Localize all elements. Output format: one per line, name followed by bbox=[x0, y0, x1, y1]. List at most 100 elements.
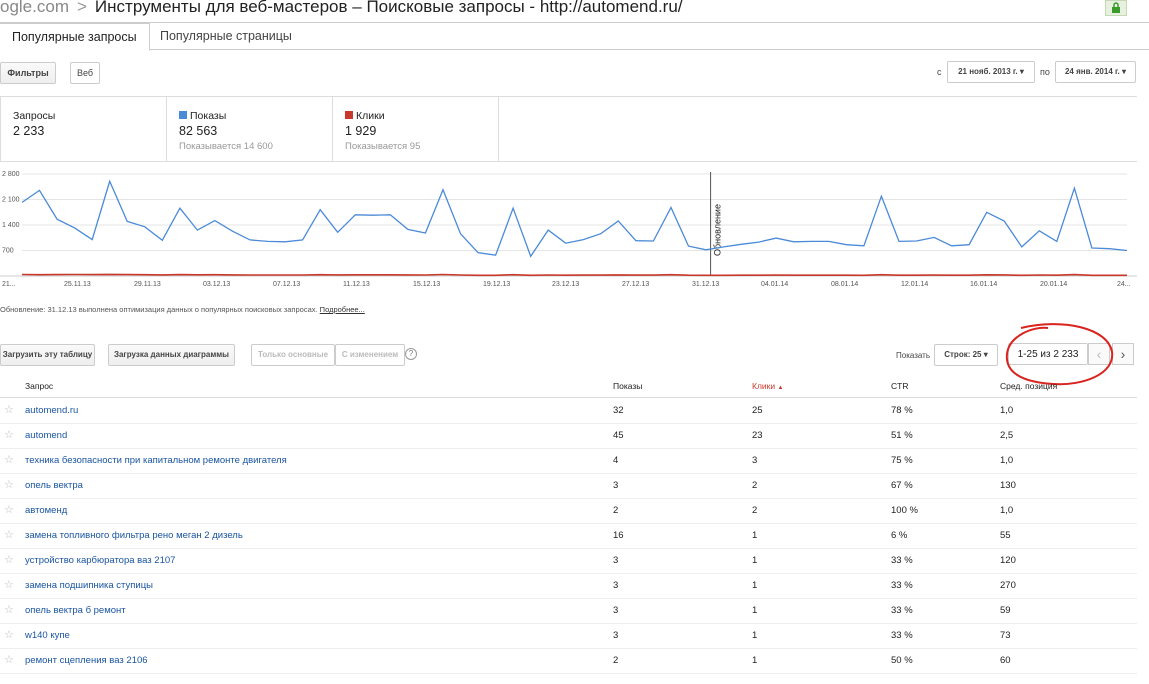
table-row: ☆ ремонт сцепления ваз 2106 2 1 50 % 60 bbox=[0, 648, 1137, 674]
clicks-cell: 1 bbox=[752, 530, 758, 541]
query-cell[interactable]: замена подшипника ступицы bbox=[25, 580, 153, 591]
table-row: ☆ опель вектра б ремонт 3 1 33 % 59 bbox=[0, 598, 1137, 624]
table-row: ☆ устройство карбюратора ваз 2107 3 1 33 % 12… bbox=[0, 548, 1137, 574]
tab-popular-queries[interactable]: Популярные запросы bbox=[0, 23, 150, 51]
star-icon[interactable]: ☆ bbox=[4, 554, 14, 566]
download-table-button[interactable]: Загрузить эту таблицу bbox=[0, 344, 95, 366]
queries-value: 2 233 bbox=[13, 124, 45, 138]
impressions-cell: 16 bbox=[613, 530, 624, 541]
clicks-cell: 2 bbox=[752, 505, 758, 516]
query-cell[interactable]: техника безопасности при капитальном рем… bbox=[25, 455, 287, 466]
summary-panel: Запросы 2 233 Показы 82 563 Показывается… bbox=[0, 96, 1137, 162]
table-row: ☆ замена подшипника ступицы 3 1 33 % 270 bbox=[0, 573, 1137, 599]
only-main-toggle[interactable]: Только основные bbox=[251, 344, 335, 366]
x-tick-label: 23.12.13 bbox=[552, 281, 579, 288]
star-icon[interactable]: ☆ bbox=[4, 654, 14, 666]
lock-icon[interactable] bbox=[1105, 0, 1127, 16]
col-header-avg-position[interactable]: Сред. позиция bbox=[1000, 381, 1058, 391]
query-cell[interactable]: опель вектра bbox=[25, 480, 83, 491]
query-cell[interactable]: ремонт сцепления ваз 2106 bbox=[25, 655, 148, 666]
query-cell[interactable]: замена топливного фильтра рено меган 2 д… bbox=[25, 530, 243, 541]
table-row: ☆ automend.ru 32 25 78 % 1,0 bbox=[0, 398, 1137, 424]
ctr-cell: 33 % bbox=[891, 605, 913, 616]
impressions-cell: 3 bbox=[613, 555, 619, 566]
summary-impressions[interactable]: Показы 82 563 Показывается 14 600 bbox=[167, 97, 333, 161]
star-icon[interactable]: ☆ bbox=[4, 629, 14, 641]
divider bbox=[0, 22, 1149, 23]
query-cell[interactable]: automend bbox=[25, 430, 68, 441]
update-note-text: Обновление: 31.12.13 выполнена оптимизац… bbox=[0, 305, 318, 314]
clicks-cell: 3 bbox=[752, 455, 758, 466]
x-tick-label: 27.12.13 bbox=[622, 281, 649, 288]
impressions-cell: 32 bbox=[613, 405, 624, 416]
query-cell[interactable]: опель вектра б ремонт bbox=[25, 605, 126, 616]
ctr-cell: 33 % bbox=[891, 580, 913, 591]
ctr-cell: 51 % bbox=[891, 430, 913, 441]
series-line-clicks[interactable] bbox=[21, 273, 1127, 277]
queries-label: Запросы bbox=[13, 110, 56, 122]
page-title: Инструменты для веб-мастеров – Поисковые… bbox=[94, 0, 683, 16]
y-tick-label: 2 800 bbox=[2, 171, 20, 178]
star-icon[interactable]: ☆ bbox=[4, 504, 14, 516]
rows-per-page-select[interactable]: Строк: 25 ▾ bbox=[934, 344, 998, 366]
clicks-cell: 2 bbox=[752, 480, 758, 491]
chevron-down-icon: ▾ bbox=[983, 350, 988, 359]
avg-position-cell: 130 bbox=[1000, 480, 1016, 491]
impressions-color-swatch bbox=[179, 111, 187, 119]
col-header-clicks[interactable]: Клики ▲ bbox=[752, 381, 783, 391]
query-cell[interactable]: w140 купе bbox=[25, 630, 70, 641]
table-row: ☆ automend 45 23 51 % 2,5 bbox=[0, 423, 1137, 449]
col-header-impressions[interactable]: Показы bbox=[613, 381, 643, 391]
table-row: ☆ техника безопасности при капитальном ре… bbox=[0, 448, 1137, 474]
to-date-picker[interactable]: 24 янв. 2014 г. ▾ bbox=[1055, 61, 1136, 83]
query-cell[interactable]: устройство карбюратора ваз 2107 bbox=[25, 555, 176, 566]
avg-position-cell: 73 bbox=[1000, 630, 1011, 641]
rows-per-page-value: Строк: 25 bbox=[944, 350, 982, 359]
prev-page-button[interactable]: ‹ bbox=[1088, 343, 1110, 365]
clicks-cell: 1 bbox=[752, 655, 758, 666]
clicks-sub: Показывается 95 bbox=[345, 141, 421, 152]
download-chart-data-button[interactable]: Загрузка данных диаграммы bbox=[108, 344, 235, 366]
with-changes-toggle[interactable]: С изменением bbox=[335, 344, 405, 366]
filters-button[interactable]: Фильтры bbox=[0, 62, 56, 84]
col-header-ctr[interactable]: CTR bbox=[891, 381, 909, 391]
star-icon[interactable]: ☆ bbox=[4, 529, 14, 541]
x-tick-label: 20.01.14 bbox=[1040, 281, 1067, 288]
ctr-cell: 67 % bbox=[891, 480, 913, 491]
breadcrumb-separator: > bbox=[76, 0, 87, 16]
avg-position-cell: 1,0 bbox=[1000, 505, 1014, 516]
x-tick-label: 12.01.14 bbox=[901, 281, 928, 288]
col-header-query[interactable]: Запрос bbox=[25, 381, 54, 391]
impressions-value: 82 563 bbox=[179, 124, 218, 138]
performance-chart[interactable]: 2 800 2 100 1 400 700 21... 25.11.13 29.11.13 0… bbox=[0, 166, 1149, 296]
x-tick-label: 21... bbox=[2, 281, 16, 288]
star-icon[interactable]: ☆ bbox=[4, 604, 14, 616]
tab-popular-pages[interactable]: Популярные страницы bbox=[160, 29, 292, 43]
star-icon[interactable]: ☆ bbox=[4, 429, 14, 441]
ctr-cell: 78 % bbox=[891, 405, 913, 416]
x-tick-label: 25.11.13 bbox=[64, 281, 91, 288]
chevron-left-icon: ‹ bbox=[1096, 346, 1102, 362]
series-line-impressions[interactable] bbox=[21, 179, 1128, 258]
star-icon[interactable]: ☆ bbox=[4, 479, 14, 491]
query-cell[interactable]: автоменд bbox=[25, 505, 68, 516]
web-filter-button[interactable]: Веб bbox=[70, 62, 100, 84]
summary-clicks[interactable]: Клики 1 929 Показывается 95 bbox=[333, 97, 499, 161]
star-icon[interactable]: ☆ bbox=[4, 404, 14, 416]
avg-position-cell: 1,0 bbox=[1000, 405, 1014, 416]
y-tick-label: 2 100 bbox=[2, 197, 20, 204]
star-icon[interactable]: ☆ bbox=[4, 454, 14, 466]
query-cell[interactable]: automend.ru bbox=[25, 405, 79, 416]
avg-position-cell: 59 bbox=[1000, 605, 1011, 616]
impressions-cell: 45 bbox=[613, 430, 624, 441]
impressions-cell: 3 bbox=[613, 580, 619, 591]
summary-queries[interactable]: Запросы 2 233 bbox=[0, 97, 167, 161]
help-icon[interactable]: ? bbox=[405, 348, 417, 360]
x-tick-label: 04.01.14 bbox=[761, 281, 788, 288]
star-icon[interactable]: ☆ bbox=[4, 579, 14, 591]
next-page-button[interactable]: › bbox=[1112, 343, 1134, 365]
sort-asc-icon: ▲ bbox=[777, 385, 784, 391]
from-date-picker[interactable]: 21 нояб. 2013 г. ▾ bbox=[947, 61, 1035, 83]
learn-more-link[interactable]: Подробнее... bbox=[319, 305, 365, 314]
show-label: Показать bbox=[896, 351, 931, 360]
